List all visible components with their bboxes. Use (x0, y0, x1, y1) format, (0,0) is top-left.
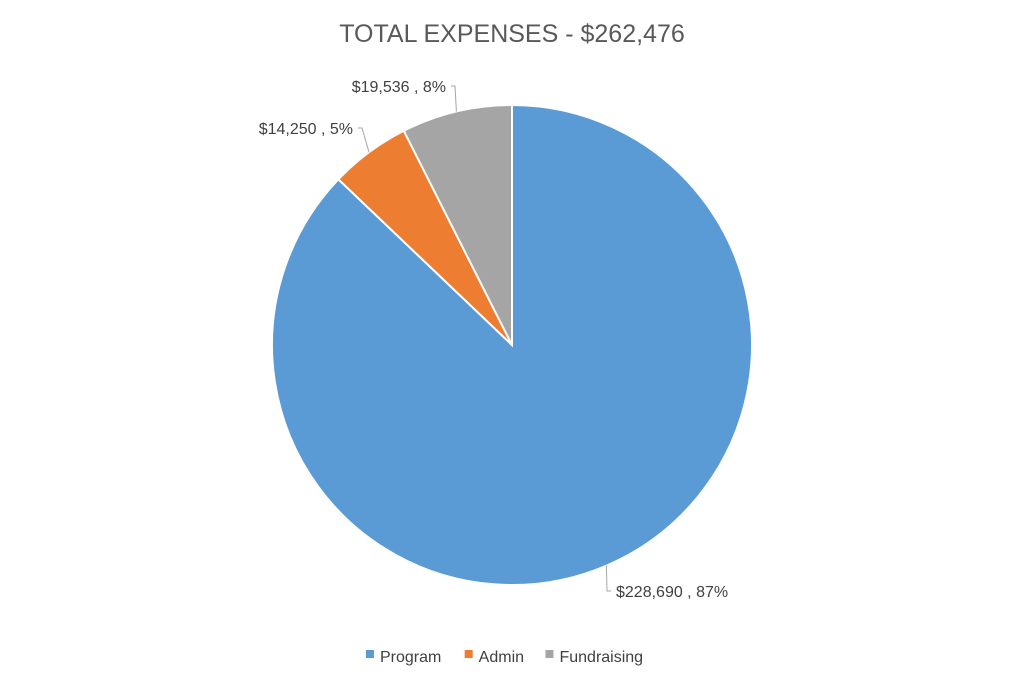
leader-lines (358, 85, 611, 592)
legend-item-admin: Admin (464, 649, 524, 666)
legend-item-program: Program (365, 649, 441, 666)
legend-label-admin: Admin (479, 649, 524, 666)
data-label-fundraising: $19,536 , 8% (352, 79, 446, 96)
pie-slices (271, 103, 753, 586)
leader-line-program (605, 565, 611, 592)
legend-label-program: Program (380, 649, 441, 666)
legend: Program Admin Fundraising (365, 649, 643, 666)
legend-swatch-fundraising (545, 650, 554, 658)
data-labels: $228,690 , 87% $14,250 , 5% $19,536 , 8% (259, 79, 728, 601)
data-label-admin: $14,250 , 5% (259, 121, 353, 138)
data-label-program: $228,690 , 87% (616, 584, 728, 601)
legend-label-fundraising: Fundraising (559, 649, 643, 666)
legend-swatch-admin (464, 650, 473, 658)
chart-title: TOTAL EXPENSES - $262,476 (339, 20, 685, 48)
leader-line-admin (358, 127, 370, 153)
leader-line-fundraising (451, 85, 457, 112)
pie-slice-fundraising (402, 103, 513, 346)
legend-swatch-program (365, 650, 374, 658)
legend-item-fundraising: Fundraising (545, 649, 643, 666)
